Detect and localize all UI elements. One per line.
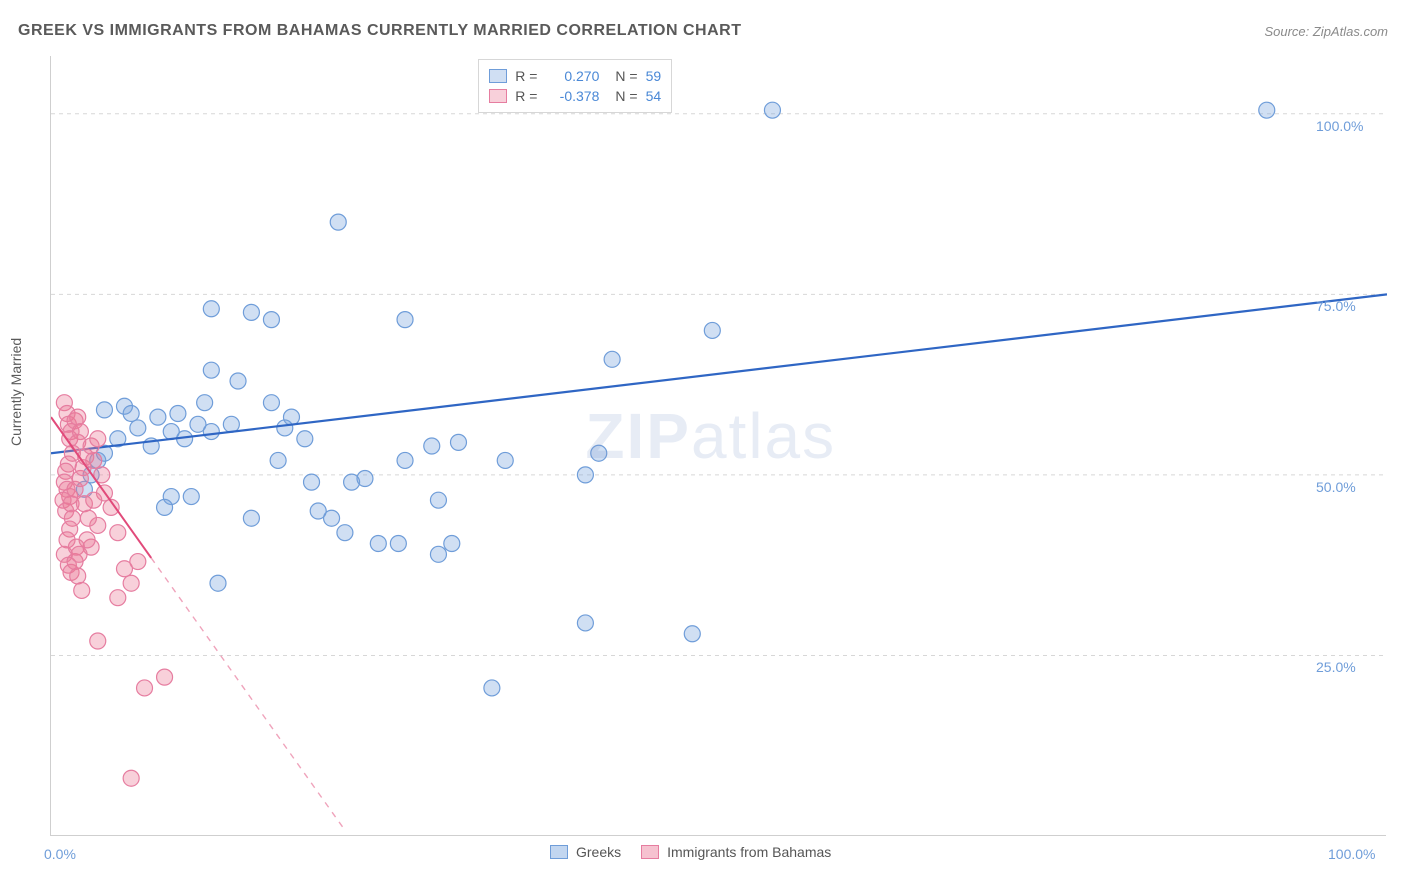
stat-n-value: 59 [646,66,662,86]
legend-label: Greeks [576,844,621,860]
y-tick-label: 100.0% [1316,118,1363,134]
legend-swatch [489,89,507,103]
stat-n-value: 54 [646,86,662,106]
stat-n-label: N = [615,86,637,106]
y-tick-label: 50.0% [1316,479,1356,495]
legend-swatch [641,845,659,859]
y-tick-label: 25.0% [1316,659,1356,675]
scatter-svg [51,56,1387,836]
stat-row: R = 0.270 N = 59 [489,66,661,86]
plot-area: ZIPatlas R =0.270N =59R =-0.378N =54 [50,56,1386,836]
stat-r-value: -0.378 [545,86,599,106]
stat-n-label: N = [615,66,637,86]
stat-legend: R = 0.270 N = 59 R = -0.378 N = 54 [478,59,672,113]
y-tick-label: 75.0% [1316,298,1356,314]
legend-swatch [489,69,507,83]
stat-r-label: R = [515,66,537,86]
x-tick-label: 100.0% [1328,846,1375,862]
stat-row: R = -0.378 N = 54 [489,86,661,106]
y-axis-label: Currently Married [8,338,24,446]
legend-swatch [550,845,568,859]
legend-item: Immigrants from Bahamas [641,844,831,860]
stat-r-value: 0.270 [545,66,599,86]
stat-r-label: R = [515,86,537,106]
source-label: Source: ZipAtlas.com [1264,24,1388,39]
x-tick-label: 0.0% [44,846,76,862]
series-legend: Greeks Immigrants from Bahamas [550,844,831,860]
chart-title: GREEK VS IMMIGRANTS FROM BAHAMAS CURRENT… [18,22,741,40]
chart-container: GREEK VS IMMIGRANTS FROM BAHAMAS CURRENT… [0,0,1406,892]
legend-item: Greeks [550,844,621,860]
legend-label: Immigrants from Bahamas [667,844,831,860]
